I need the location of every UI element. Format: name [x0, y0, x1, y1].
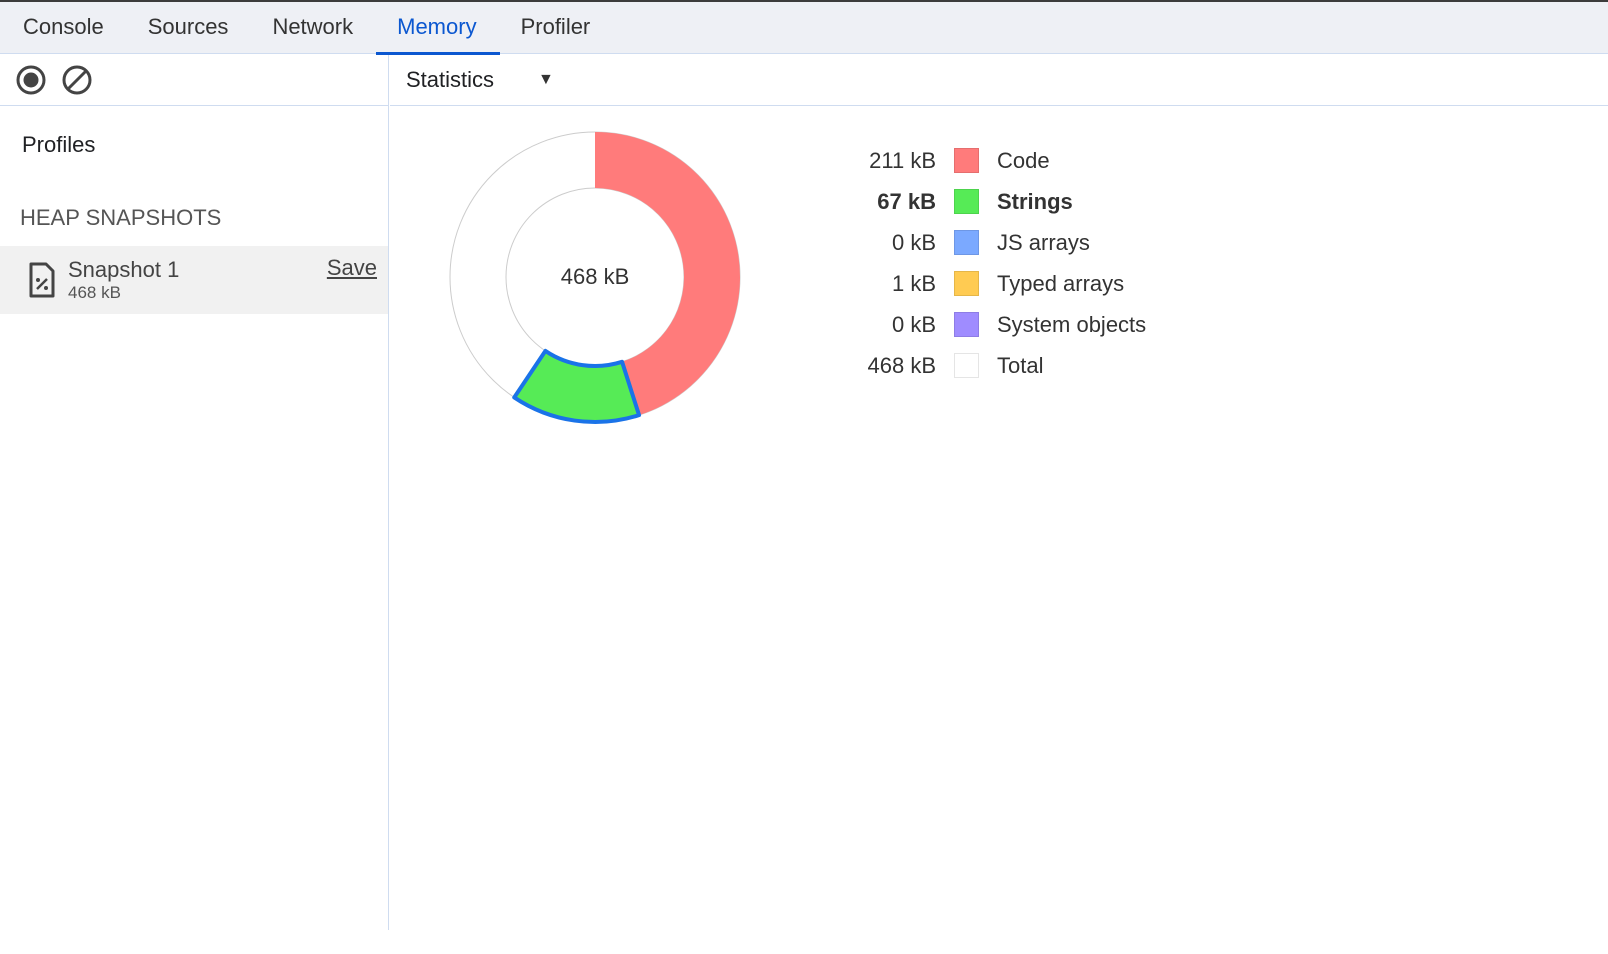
- tab-network[interactable]: Network: [272, 14, 354, 39]
- legend-value: 468 kB: [867, 352, 937, 378]
- donut-total-label: 468 kB: [560, 264, 630, 289]
- legend-row-system-objects: 0 kB System objects: [840, 304, 1146, 345]
- donut-slice-code[interactable]: [595, 132, 740, 416]
- legend-value: 0 kB: [891, 229, 936, 255]
- tab-profiler[interactable]: Profiler: [520, 14, 591, 39]
- statistics-legend: 211 kB Code 67 kB Strings 0 kB JS arrays…: [840, 140, 1146, 386]
- donut-svg: [449, 131, 741, 424]
- legend-swatch: [954, 312, 979, 337]
- devtools-tab-bar: Console Sources Network Memory Profiler: [0, 2, 1608, 55]
- legend-swatch: [954, 353, 979, 378]
- legend-value: 0 kB: [891, 311, 936, 337]
- view-selector-dropdown[interactable]: Statistics ▼: [390, 55, 1608, 106]
- legend-value: 67 kB: [877, 188, 936, 214]
- heap-snapshot-file-icon: [28, 262, 56, 298]
- snapshot-list-item[interactable]: Snapshot 1 468 kB Save: [0, 246, 388, 314]
- profiles-heading: Profiles: [22, 132, 96, 157]
- legend-swatch: [954, 271, 979, 296]
- legend-row-typed-arrays: 1 kB Typed arrays: [840, 263, 1146, 304]
- window-top-border: [0, 0, 1608, 2]
- legend-row-strings: 67 kB Strings: [840, 181, 1146, 222]
- legend-name: System objects: [997, 311, 1147, 337]
- legend-swatch: [954, 189, 979, 214]
- sidebar-toolbar: [0, 55, 388, 106]
- legend-value: 1 kB: [891, 270, 936, 296]
- dropdown-arrow-icon: ▼: [538, 71, 554, 88]
- snapshot-title: Snapshot 1: [68, 257, 180, 282]
- legend-name: Strings: [997, 188, 1073, 214]
- legend-value: 211 kB: [869, 147, 936, 173]
- legend-row-code: 211 kB Code: [840, 140, 1146, 181]
- tab-sources[interactable]: Sources: [147, 14, 229, 39]
- clear-icon[interactable]: [61, 64, 93, 96]
- legend-swatch: [954, 148, 979, 173]
- legend-name: Typed arrays: [997, 270, 1125, 296]
- save-snapshot-link[interactable]: Save: [326, 255, 377, 280]
- profiles-sidebar: Profiles HEAP SNAPSHOTS Snapshot 1 468 k…: [0, 55, 389, 930]
- legend-row-js-arrays: 0 kB JS arrays: [840, 222, 1146, 263]
- statistics-donut-chart: 468 kB: [440, 120, 750, 435]
- legend-name: JS arrays: [997, 229, 1090, 255]
- view-selector-value: Statistics: [406, 67, 495, 92]
- tab-memory[interactable]: Memory: [376, 2, 501, 55]
- heap-snapshots-section-header: HEAP SNAPSHOTS: [20, 205, 222, 230]
- legend-row-total: 468 kB Total: [840, 345, 1146, 386]
- legend-name: Total: [997, 352, 1044, 378]
- legend-swatch: [954, 230, 979, 255]
- legend-name: Code: [997, 147, 1050, 173]
- snapshot-size: 468 kB: [68, 283, 121, 302]
- donut-slice-strings[interactable]: [512, 348, 642, 424]
- record-icon[interactable]: [15, 64, 47, 96]
- tab-console[interactable]: Console: [23, 14, 104, 39]
